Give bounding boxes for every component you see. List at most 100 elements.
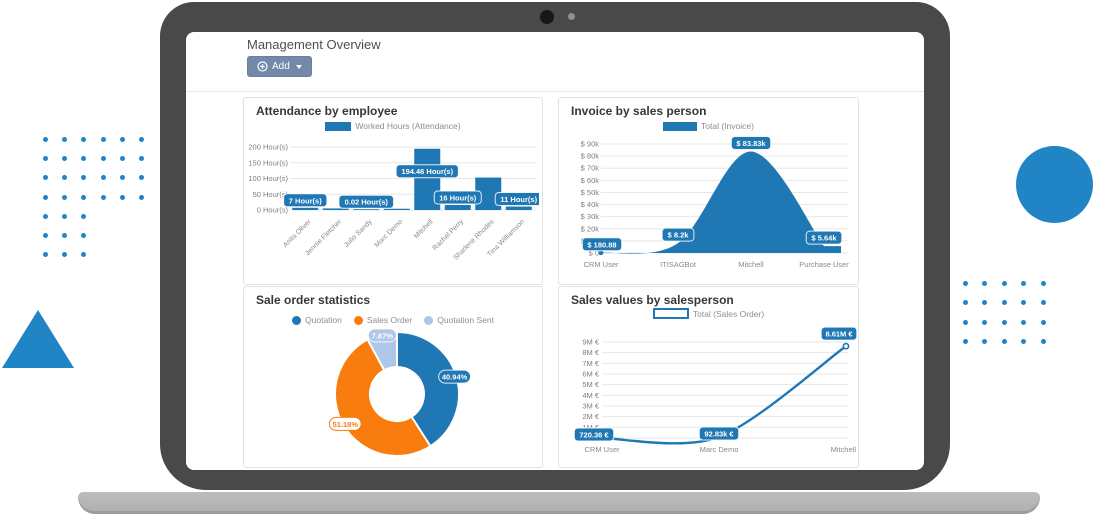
sales-values-line-chart: 9M € 8M € 7M € 6M € 5M € 4M € 3M € 2M € … xyxy=(560,287,857,465)
data-label-pill: 0.02 Hour(s) xyxy=(338,194,395,209)
bar[interactable] xyxy=(444,204,471,210)
decor-dot xyxy=(62,213,68,219)
x-axis-tick-label: Purchase User xyxy=(799,260,849,269)
decor-dot xyxy=(119,194,125,200)
bar[interactable] xyxy=(292,207,319,210)
y-axis-tick-label: 150 Hour(s) xyxy=(248,158,288,167)
sale-order-donut-chart: 40.94% 51.18% 7.87% xyxy=(245,287,541,465)
line-point[interactable] xyxy=(842,342,850,350)
y-axis-tick-label: $ 20k xyxy=(581,224,600,233)
decor-dot xyxy=(1040,339,1046,345)
chart-svg: 9M € 8M € 7M € 6M € 5M € 4M € 3M € 2M € … xyxy=(573,326,857,454)
card-sales-values: Sales values by salesperson Total (Sales… xyxy=(558,286,859,468)
svg-text:92.83k €: 92.83k € xyxy=(704,430,734,439)
svg-text:$ 5.64k: $ 5.64k xyxy=(811,234,837,243)
x-axis-tick-label: Marc Demo xyxy=(700,445,739,454)
y-axis-tick-label: 6M € xyxy=(582,370,600,379)
decor-dot xyxy=(43,213,48,219)
decor-dot xyxy=(43,175,48,181)
data-label-pill: 7.87% xyxy=(367,328,397,343)
y-axis-tick-label: 5M € xyxy=(582,380,600,389)
decor-dot xyxy=(43,137,48,142)
decor-dot xyxy=(43,194,48,200)
y-axis-tick-label: $ 30k xyxy=(581,212,600,221)
chart-svg: $ 90k $ 80k $ 70k $ 60k $ 50k $ 40k $ 30… xyxy=(581,135,849,269)
y-axis-tick-label: 4M € xyxy=(582,391,600,400)
y-axis-tick-label: $ 0 xyxy=(589,249,599,258)
x-axis-tick-label: Mitchell xyxy=(831,445,857,454)
svg-text:$ 83.83k: $ 83.83k xyxy=(736,139,766,148)
legend-swatch xyxy=(652,308,689,319)
decor-dot xyxy=(139,194,144,200)
decor-dot xyxy=(62,233,68,238)
data-label-pill: 16 Hour(s) xyxy=(433,190,482,205)
svg-text:$ 180.88: $ 180.88 xyxy=(587,240,616,249)
legend-swatch xyxy=(325,121,352,131)
legend-dot xyxy=(424,315,434,325)
y-axis-tick-label: 7M € xyxy=(582,359,600,368)
chart-svg: 200 Hour(s) 150 Hour(s) 100 Hour(s) 50 H… xyxy=(248,143,539,262)
y-axis-tick-label: 3M € xyxy=(582,402,600,411)
legend-item[interactable]: Worked Hours (Attendance) xyxy=(325,121,461,131)
y-axis-tick-label: 200 Hour(s) xyxy=(248,143,288,152)
decor-dot xyxy=(81,252,87,258)
decor-dot xyxy=(81,213,87,219)
y-axis-tick-label: $ 90k xyxy=(581,140,600,149)
x-axis-tick-label: ITISAGBot xyxy=(660,260,697,269)
decor-dot xyxy=(982,281,988,286)
y-axis-tick-label: $ 80k xyxy=(581,152,600,161)
legend-item-quotation-sent[interactable]: Quotation Sent xyxy=(424,315,494,325)
decor-dot xyxy=(1001,281,1007,286)
decor-dot xyxy=(139,156,144,162)
webcam-dot xyxy=(540,10,554,24)
decor-dot xyxy=(43,252,48,258)
data-label-pill: 51.18% xyxy=(328,416,362,431)
y-axis-tick-label: $ 70k xyxy=(581,164,600,173)
legend-item-sales-order[interactable]: Sales Order xyxy=(353,315,412,325)
area-series[interactable] xyxy=(601,151,841,254)
data-label-pill: 720.36 € xyxy=(573,427,615,442)
card-invoice: Invoice by sales person Total (Invoice) … xyxy=(558,97,859,285)
legend-item-quotation[interactable]: Quotation xyxy=(292,315,342,325)
svg-text:11 Hour(s): 11 Hour(s) xyxy=(500,195,537,204)
decor-dot xyxy=(1001,300,1007,306)
legend-item[interactable]: Total (Sales Order) xyxy=(652,308,764,319)
bar[interactable] xyxy=(383,208,410,210)
y-axis-tick-label: 9M € xyxy=(582,338,600,347)
laptop-screen: Management Overview Add Attendance by em… xyxy=(186,32,924,470)
decor-dot xyxy=(43,233,48,238)
x-axis-tick-label: Marc Demo xyxy=(374,218,405,249)
legend: Total (Invoice) xyxy=(559,121,858,131)
decor-dot xyxy=(1021,300,1027,306)
data-label-pill: 8.61M € xyxy=(820,326,857,341)
decor-dot xyxy=(1021,281,1027,286)
bar[interactable] xyxy=(353,209,380,210)
decor-dot xyxy=(62,194,68,200)
bar[interactable] xyxy=(322,208,349,210)
legend-swatch xyxy=(663,121,698,131)
area-point[interactable] xyxy=(598,250,604,256)
legend-label: Quotation Sent xyxy=(437,315,494,325)
attendance-bar-chart: 200 Hour(s) 150 Hour(s) 100 Hour(s) 50 H… xyxy=(247,136,539,281)
decor-dot xyxy=(100,156,106,162)
card-sale-order-statistics: Sale order statistics Quotation Sales Or… xyxy=(243,286,543,468)
decor-dot xyxy=(982,300,988,306)
y-axis-tick-label: 100 Hour(s) xyxy=(248,174,288,183)
data-label-pill: 92.83k € xyxy=(698,426,740,441)
data-label-pill: $ 8.2k xyxy=(661,227,695,242)
y-axis-tick-label: 1M € xyxy=(582,423,600,432)
decor-dot xyxy=(963,300,968,306)
bar[interactable] xyxy=(505,206,532,210)
decor-dot xyxy=(139,137,144,142)
y-axis-tick-label: 0 Hour(s) xyxy=(257,206,289,215)
y-axis-tick-label: $ 50k xyxy=(581,188,600,197)
decor-dot xyxy=(81,194,87,200)
x-axis-tick-label: Mitchell xyxy=(738,260,764,269)
add-button[interactable]: Add xyxy=(247,56,312,77)
plus-circle-icon xyxy=(257,61,268,72)
decor-dot xyxy=(100,137,106,142)
x-axis-tick-label: Julio Sandy xyxy=(343,218,374,249)
decor-dot xyxy=(100,194,106,200)
svg-text:194.46 Hour(s): 194.46 Hour(s) xyxy=(401,167,453,176)
legend-item[interactable]: Total (Invoice) xyxy=(663,121,754,131)
